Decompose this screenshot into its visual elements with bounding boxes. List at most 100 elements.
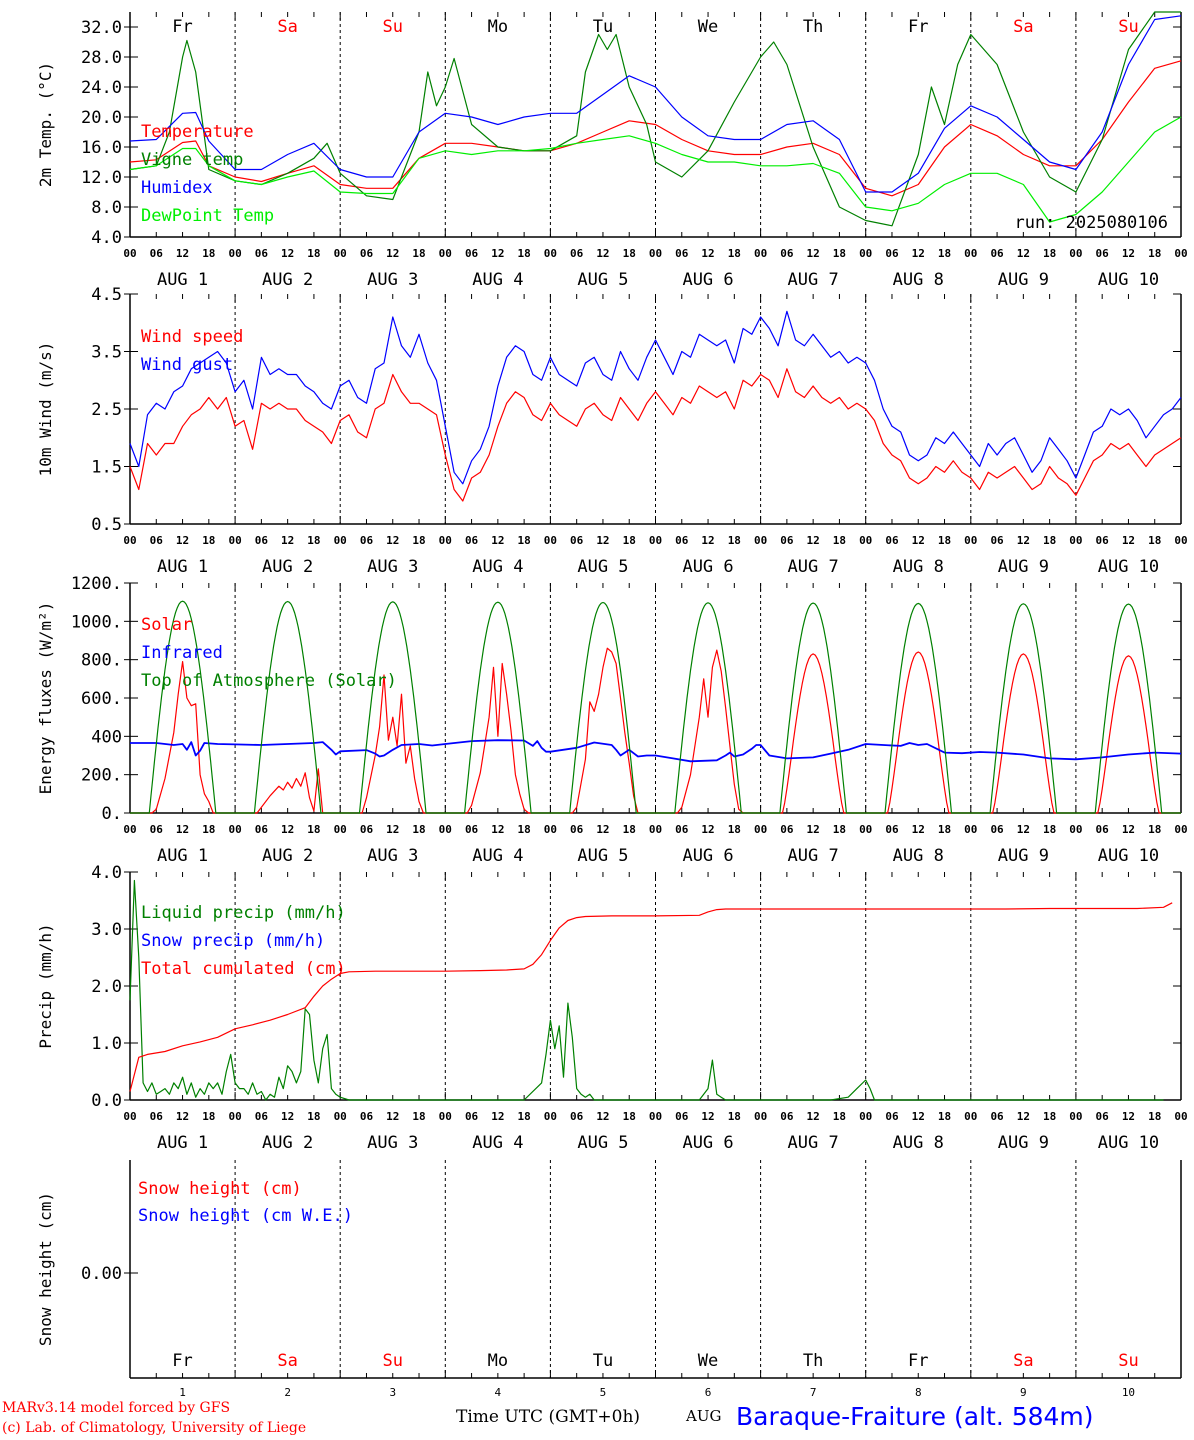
date-label: AUG 1 <box>157 557 208 577</box>
hour-label: 12 <box>912 247 925 260</box>
hour-label: 06 <box>255 247 269 260</box>
hour-label: 06 <box>1096 534 1110 547</box>
hour-label: 00 <box>754 247 767 260</box>
hour-label: 18 <box>938 247 951 260</box>
hour-label: 06 <box>360 534 374 547</box>
weekday-label: Fr <box>172 17 192 37</box>
hour-label: 12 <box>176 534 189 547</box>
hour-label: 12 <box>701 247 714 260</box>
date-label: AUG 5 <box>577 846 628 866</box>
hour-label: 12 <box>912 1110 925 1123</box>
hour-label: 12 <box>281 823 294 836</box>
hour-label: 00 <box>228 534 241 547</box>
hour-label: 00 <box>649 1110 662 1123</box>
hour-label: 06 <box>990 823 1004 836</box>
weekday-label: Sa <box>1013 1351 1033 1371</box>
hour-label: 00 <box>754 1110 767 1123</box>
hour-label: 18 <box>307 823 320 836</box>
series-humidex <box>129 15 1182 193</box>
hour-label: 06 <box>990 534 1004 547</box>
hour-label: 12 <box>1017 1110 1030 1123</box>
weekday-label: Sa <box>277 17 297 37</box>
hour-label: 06 <box>570 823 584 836</box>
y-tick-label: 1000. <box>71 612 122 632</box>
date-label: AUG 3 <box>367 846 418 866</box>
hour-label: 00 <box>754 534 767 547</box>
hour-label: 00 <box>334 823 347 836</box>
hour-label: 00 <box>649 534 662 547</box>
series-solar <box>130 647 1181 814</box>
hour-label: 06 <box>780 247 794 260</box>
panel-energy: 0. 200. 400 600. 800. 1000. 1200. Energy fluxes… <box>36 574 1188 866</box>
date-label: AUG 6 <box>682 846 733 866</box>
hour-label: 18 <box>1043 823 1056 836</box>
date-label: AUG 7 <box>788 270 839 290</box>
hour-label: 18 <box>202 823 215 836</box>
hour-label: 12 <box>491 823 504 836</box>
hour-label: 06 <box>570 534 584 547</box>
legend-entry: Snow precip (mm/h) <box>141 931 325 951</box>
hour-label: 12 <box>596 1110 609 1123</box>
hour-label: 00 <box>1069 534 1082 547</box>
date-label: AUG 2 <box>262 846 313 866</box>
run-label: run: 2025080106 <box>1014 213 1168 233</box>
day-number: 3 <box>389 1386 396 1399</box>
hour-label: 00 <box>123 534 136 547</box>
weekday-label: Th <box>803 17 823 37</box>
hour-label: 00 <box>1174 823 1187 836</box>
x-axis-title: Time UTC (GMT+0h) <box>456 1407 641 1427</box>
hour-label: 18 <box>623 1110 636 1123</box>
hour-label: 00 <box>859 823 872 836</box>
hour-label: 12 <box>281 1110 294 1123</box>
y-axis-label: Precip (mm/h) <box>36 923 55 1048</box>
hour-label: 06 <box>150 823 164 836</box>
date-label: AUG 6 <box>682 1133 733 1153</box>
hour-label: 00 <box>334 247 347 260</box>
y-tick-label: 0. <box>102 804 122 824</box>
hour-label: 00 <box>649 247 662 260</box>
hour-label: 00 <box>964 534 977 547</box>
hour-label: 12 <box>596 823 609 836</box>
hour-label: 18 <box>728 1110 741 1123</box>
date-label: AUG 7 <box>788 1133 839 1153</box>
series-total-cumulated-cm <box>129 902 1173 1092</box>
hour-label: 06 <box>1096 823 1110 836</box>
legend-entry: Solar <box>141 615 192 635</box>
hour-label: 00 <box>1174 1110 1187 1123</box>
y-tick-label: 0.0 <box>91 1091 122 1111</box>
hour-label: 00 <box>1069 1110 1082 1123</box>
weekday-label: Mo <box>488 1351 508 1371</box>
date-label: AUG 8 <box>893 270 944 290</box>
hour-label: 06 <box>885 823 899 836</box>
hour-label: 06 <box>675 1110 689 1123</box>
hour-label: 12 <box>807 823 820 836</box>
hour-label: 18 <box>728 823 741 836</box>
hour-label: 00 <box>859 1110 872 1123</box>
y-tick-label: 600. <box>81 689 122 709</box>
date-label: AUG 2 <box>262 1133 313 1153</box>
y-tick-label: 4.0 <box>91 228 122 248</box>
hour-label: 18 <box>412 534 425 547</box>
hour-label: 06 <box>570 247 584 260</box>
y-tick-label: 16.0 <box>81 138 122 158</box>
hour-label: 00 <box>228 823 241 836</box>
hour-label: 00 <box>228 1110 241 1123</box>
weekday-label: Mo <box>488 17 508 37</box>
hour-label: 18 <box>518 534 531 547</box>
y-tick-label: 32.0 <box>81 18 122 38</box>
hour-label: 18 <box>833 534 846 547</box>
hour-label: 12 <box>176 247 189 260</box>
hour-label: 18 <box>1148 247 1161 260</box>
panel-snow: 0.00 Snow height (cm) Fr Sa Su Mo Tu We Th Fr Sa Su… <box>36 1160 1182 1399</box>
hour-label: 12 <box>386 1110 399 1123</box>
day-number: 4 <box>495 1386 502 1399</box>
date-label: AUG 3 <box>367 270 418 290</box>
hour-label: 18 <box>518 247 531 260</box>
hour-label: 00 <box>439 1110 452 1123</box>
legend-entry: Liquid precip (mm/h) <box>141 903 346 923</box>
hour-label: 18 <box>728 247 741 260</box>
day-number: 1 <box>179 1386 186 1399</box>
hour-label: 12 <box>1122 1110 1135 1123</box>
hour-label: 06 <box>1096 247 1110 260</box>
